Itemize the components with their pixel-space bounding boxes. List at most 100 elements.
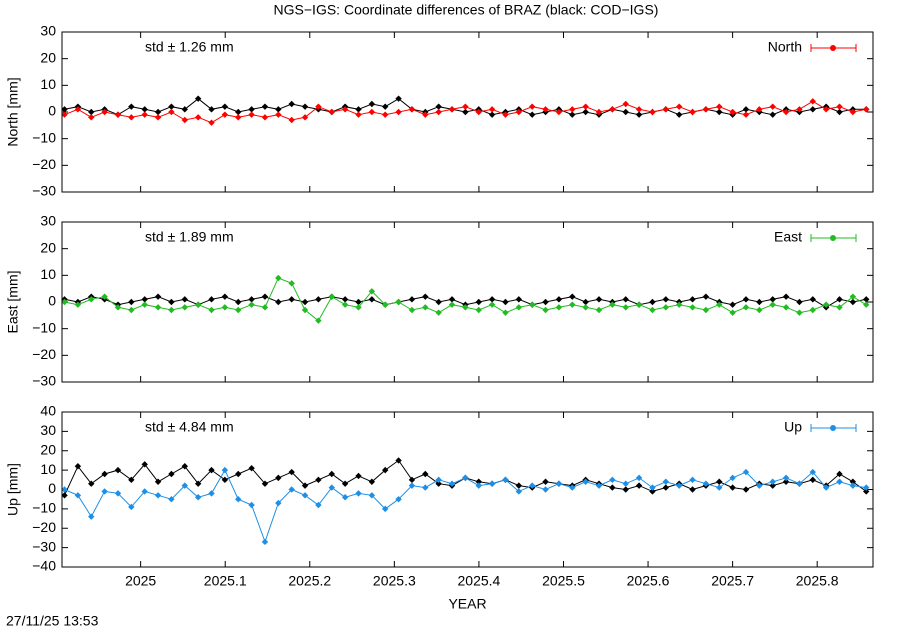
data-point — [662, 304, 670, 311]
data-point — [742, 106, 750, 113]
data-point — [729, 301, 736, 308]
data-point — [422, 111, 429, 118]
data-point — [301, 492, 309, 499]
legend-label: Up — [784, 419, 802, 435]
data-point — [569, 301, 576, 308]
data-point — [101, 488, 108, 495]
data-point — [822, 301, 830, 308]
data-point — [555, 304, 563, 311]
data-point — [462, 304, 469, 311]
data-point — [315, 103, 322, 110]
data-point — [702, 106, 710, 113]
data-point — [235, 495, 242, 503]
data-point — [595, 306, 603, 314]
data-point — [181, 296, 188, 303]
data-point — [288, 486, 295, 493]
data-point — [368, 108, 376, 116]
data-point — [662, 106, 670, 113]
data-point — [275, 298, 282, 306]
data-point — [315, 501, 322, 509]
data-point — [689, 486, 696, 493]
data-point — [221, 111, 229, 118]
data-point — [836, 103, 843, 110]
data-point — [235, 114, 242, 121]
data-point — [622, 108, 629, 116]
data-point — [248, 111, 255, 118]
data-point — [729, 474, 736, 482]
y-tick-label: 10 — [40, 76, 56, 92]
data-point — [261, 480, 269, 487]
data-point — [635, 301, 643, 308]
data-point — [542, 106, 549, 113]
data-point — [849, 298, 857, 306]
data-point — [368, 492, 376, 499]
data-point — [782, 474, 790, 482]
data-point — [555, 108, 563, 116]
data-point — [435, 108, 442, 116]
data-point — [756, 482, 763, 489]
data-point — [301, 306, 309, 314]
data-point — [355, 298, 362, 306]
data-point — [168, 470, 175, 478]
data-point — [649, 484, 656, 491]
data-point — [261, 114, 269, 121]
data-point — [569, 293, 576, 300]
data-point — [836, 304, 843, 311]
data-point — [528, 111, 536, 118]
data-point — [609, 484, 616, 491]
y-tick-label: −10 — [32, 500, 56, 516]
data-point — [622, 480, 629, 487]
data-point — [475, 306, 482, 314]
data-point — [395, 95, 402, 102]
data-point — [261, 538, 269, 546]
data-point — [448, 106, 456, 113]
data-point — [395, 495, 402, 503]
data-point — [435, 309, 442, 316]
data-point — [128, 476, 135, 484]
data-point — [168, 103, 175, 110]
data-point — [622, 486, 629, 493]
data-point — [662, 296, 670, 303]
data-point — [382, 103, 389, 110]
data-point — [208, 466, 215, 474]
timestamp: 27/11/25 13:53 — [6, 613, 99, 629]
y-axis-label: East [mm] — [5, 270, 21, 333]
data-point — [475, 298, 482, 306]
data-point — [288, 100, 295, 108]
data-point — [315, 317, 322, 324]
data-point — [462, 474, 469, 482]
data-point — [702, 293, 710, 300]
legend-swatch — [830, 45, 836, 51]
data-point — [408, 476, 416, 484]
data-point — [208, 106, 215, 113]
data-point — [555, 296, 563, 303]
y-tick-label: 0 — [48, 293, 56, 309]
data-point — [582, 478, 589, 485]
data-point — [368, 100, 376, 108]
data-point — [235, 108, 242, 116]
data-point — [88, 114, 95, 121]
data-point — [275, 106, 282, 113]
data-point — [168, 298, 175, 306]
data-point — [154, 304, 162, 311]
data-point — [395, 298, 402, 306]
data-point — [114, 111, 122, 118]
data-point — [154, 492, 162, 499]
data-point — [649, 298, 656, 306]
data-point — [208, 119, 215, 126]
data-point — [502, 298, 509, 306]
x-tick-label: 2025.7 — [711, 573, 754, 589]
data-point — [194, 494, 202, 501]
data-point — [836, 108, 843, 116]
y-tick-label: −40 — [32, 558, 56, 574]
data-point — [422, 304, 429, 311]
data-point — [328, 108, 335, 116]
data-point — [769, 103, 776, 110]
data-point — [769, 482, 776, 489]
y-tick-label: −30 — [32, 183, 56, 199]
y-tick-label: 40 — [40, 403, 56, 419]
data-point — [288, 296, 295, 303]
data-point — [502, 476, 509, 484]
data-point — [248, 296, 255, 303]
